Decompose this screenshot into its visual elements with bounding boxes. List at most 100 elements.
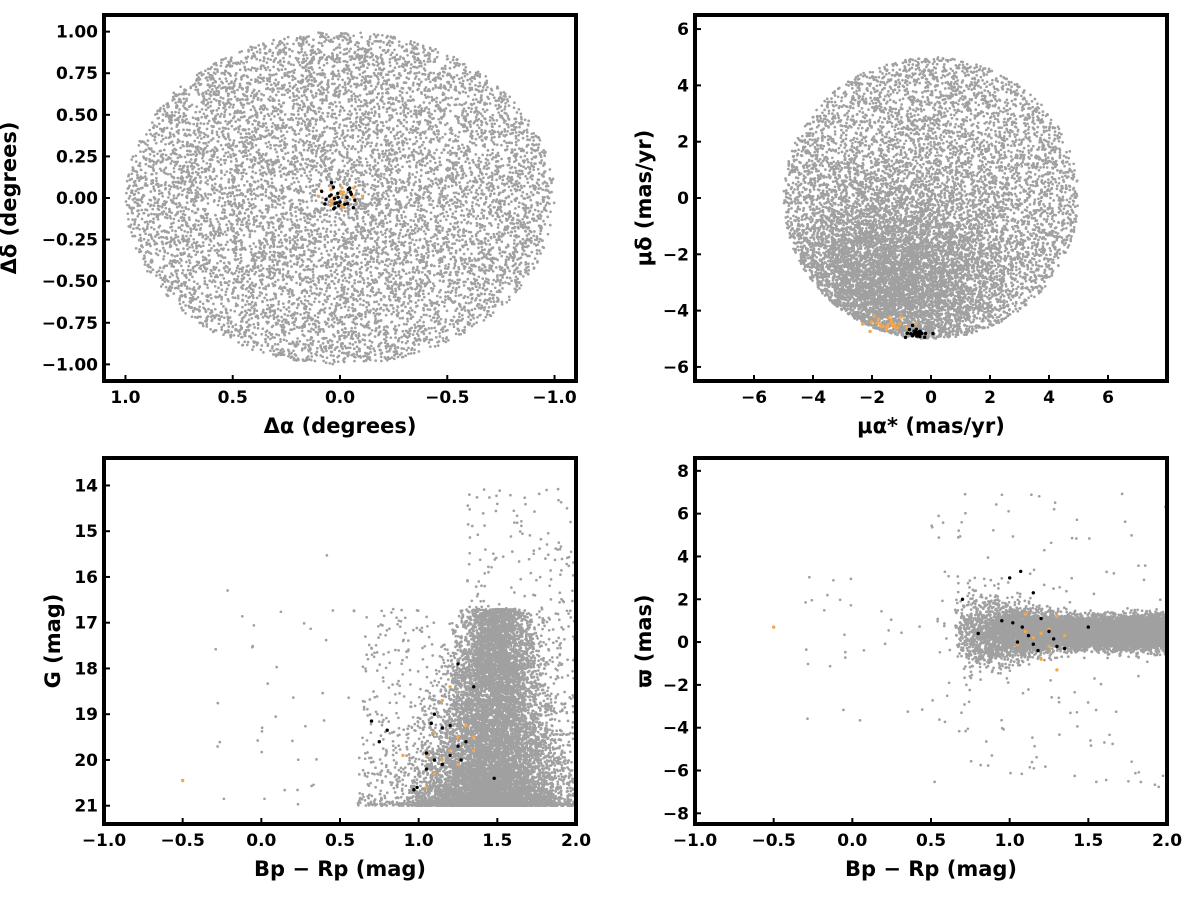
point-field bbox=[467, 230, 471, 234]
point-field bbox=[408, 42, 412, 46]
point-field bbox=[429, 211, 433, 215]
point-field bbox=[369, 271, 372, 274]
point-field bbox=[334, 276, 337, 280]
point-field bbox=[552, 201, 556, 205]
point-field bbox=[155, 248, 159, 251]
point-field bbox=[360, 171, 364, 175]
point-field bbox=[385, 350, 389, 353]
point-field bbox=[196, 295, 200, 299]
point-field bbox=[312, 273, 315, 277]
point-field bbox=[250, 48, 254, 52]
point-field bbox=[273, 148, 277, 151]
point-field bbox=[408, 271, 411, 275]
point-field bbox=[216, 140, 220, 143]
point-field bbox=[169, 236, 173, 239]
point-field bbox=[259, 312, 263, 316]
point-field bbox=[293, 164, 297, 168]
point-field bbox=[468, 86, 471, 90]
point-field bbox=[452, 322, 455, 326]
point-field bbox=[356, 222, 360, 225]
point-field bbox=[461, 90, 465, 94]
point-field bbox=[430, 127, 434, 131]
point-field bbox=[507, 194, 511, 198]
point-field bbox=[409, 317, 413, 321]
point-field bbox=[225, 287, 229, 291]
point-field bbox=[397, 273, 401, 276]
point-field bbox=[342, 155, 346, 159]
point-field bbox=[265, 108, 269, 111]
point-field bbox=[289, 250, 292, 254]
point-field bbox=[234, 254, 237, 258]
point-field bbox=[364, 123, 368, 127]
point-field bbox=[323, 140, 327, 144]
point-field bbox=[285, 339, 288, 343]
point-field bbox=[209, 193, 213, 196]
point-field bbox=[333, 314, 337, 318]
point-field bbox=[377, 72, 380, 75]
point-field bbox=[244, 328, 248, 332]
point-field bbox=[153, 235, 157, 238]
point-field bbox=[351, 306, 354, 310]
point-field bbox=[334, 216, 337, 219]
point-field bbox=[461, 313, 464, 317]
point-field bbox=[189, 268, 192, 272]
point-field bbox=[218, 190, 222, 194]
point-field bbox=[406, 319, 410, 323]
point-field bbox=[309, 53, 313, 56]
point-field bbox=[387, 294, 391, 298]
point-field bbox=[518, 125, 521, 129]
point-field bbox=[382, 124, 385, 128]
point-field bbox=[367, 352, 370, 356]
point-field bbox=[434, 329, 438, 333]
point-field bbox=[359, 173, 363, 177]
point-field bbox=[343, 83, 347, 86]
point-field bbox=[277, 333, 281, 337]
point-field bbox=[356, 140, 360, 144]
point-field bbox=[361, 201, 365, 205]
point-field bbox=[311, 339, 315, 343]
point-field bbox=[331, 77, 334, 81]
point-field bbox=[468, 209, 472, 213]
point-field bbox=[376, 238, 379, 242]
point-field bbox=[385, 154, 389, 158]
point-field bbox=[344, 252, 348, 256]
point-field bbox=[204, 220, 208, 223]
point-field bbox=[548, 202, 551, 206]
point-field bbox=[240, 165, 244, 168]
point-field bbox=[373, 188, 377, 192]
point-field bbox=[358, 250, 361, 254]
point-field bbox=[317, 41, 321, 45]
point-field bbox=[462, 280, 465, 284]
point-field bbox=[479, 112, 483, 116]
point-field bbox=[264, 160, 268, 164]
point-field bbox=[291, 275, 295, 279]
point-field bbox=[539, 217, 542, 220]
point-field bbox=[414, 75, 418, 78]
point-field bbox=[444, 197, 448, 200]
point-field bbox=[223, 201, 227, 204]
point-field bbox=[484, 315, 488, 319]
point-field bbox=[482, 308, 486, 312]
point-field bbox=[138, 161, 142, 165]
point-field bbox=[219, 281, 223, 284]
point-field bbox=[481, 287, 485, 290]
point-field bbox=[164, 136, 168, 140]
point-field bbox=[241, 223, 245, 227]
point-field bbox=[497, 111, 501, 114]
point-field bbox=[430, 304, 434, 307]
point-field bbox=[485, 182, 489, 186]
point-field bbox=[223, 173, 227, 177]
point-field bbox=[415, 332, 419, 336]
point-field bbox=[309, 289, 312, 292]
point-field bbox=[393, 66, 397, 70]
point-field bbox=[280, 76, 284, 79]
point-field bbox=[251, 331, 255, 335]
point-field bbox=[426, 246, 430, 250]
point-field bbox=[202, 135, 206, 139]
point-field bbox=[288, 47, 291, 51]
point-field bbox=[323, 243, 327, 247]
point-field bbox=[159, 285, 163, 288]
point-field bbox=[241, 319, 244, 323]
point-field bbox=[392, 73, 396, 77]
point-field bbox=[254, 204, 257, 208]
